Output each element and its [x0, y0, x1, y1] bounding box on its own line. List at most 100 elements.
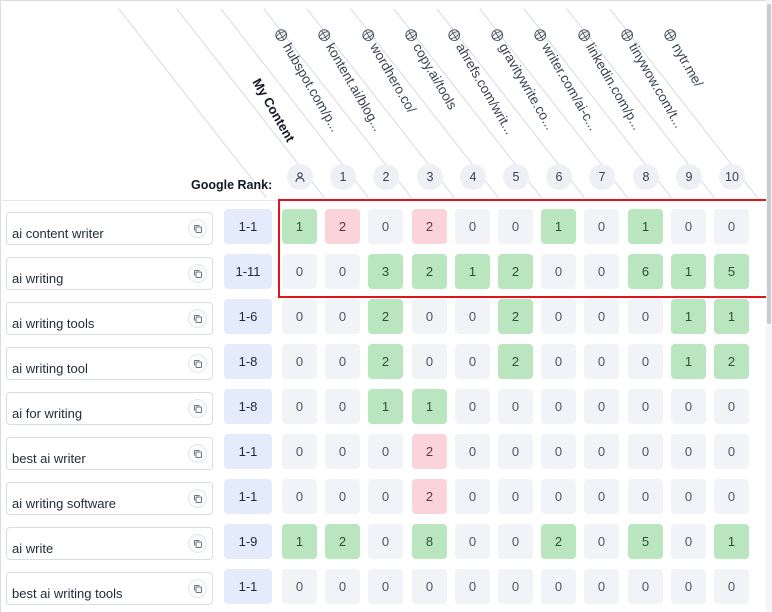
competitor-column-header[interactable]: hubspot.com/p... [272, 26, 343, 134]
competitor-count-cell[interactable]: 0 [498, 524, 533, 559]
my-content-count-cell[interactable]: 1 [282, 209, 317, 244]
competitor-column-header[interactable]: linkedin.com/p... [575, 26, 645, 132]
vertical-scrollbar[interactable] [766, 0, 772, 612]
competitor-count-cell[interactable]: 1 [714, 524, 749, 559]
my-content-rank-range[interactable]: 1-1 [224, 569, 272, 604]
competitor-count-cell[interactable]: 0 [541, 569, 576, 604]
competitor-count-cell[interactable]: 1 [714, 299, 749, 334]
competitor-count-cell[interactable]: 0 [455, 569, 490, 604]
competitor-count-cell[interactable]: 0 [325, 569, 360, 604]
competitor-count-cell[interactable]: 0 [368, 479, 403, 514]
scrollbar-thumb[interactable] [767, 4, 771, 324]
competitor-count-cell[interactable]: 0 [671, 479, 706, 514]
competitor-count-cell[interactable]: 2 [498, 254, 533, 289]
competitor-count-cell[interactable]: 0 [671, 209, 706, 244]
competitor-column-header[interactable]: gravitywrite.co... [488, 26, 558, 132]
competitor-count-cell[interactable]: 0 [412, 299, 447, 334]
competitor-count-cell[interactable]: 0 [412, 569, 447, 604]
keyword-field[interactable]: ai writing [6, 257, 213, 290]
competitor-count-cell[interactable]: 0 [498, 209, 533, 244]
competitor-count-cell[interactable]: 0 [455, 524, 490, 559]
competitor-count-cell[interactable]: 0 [671, 389, 706, 424]
competitor-count-cell[interactable]: 2 [412, 434, 447, 469]
my-content-count-cell[interactable]: 0 [282, 344, 317, 379]
competitor-count-cell[interactable]: 1 [455, 254, 490, 289]
competitor-count-cell[interactable]: 0 [498, 434, 533, 469]
competitor-count-cell[interactable]: 0 [714, 434, 749, 469]
keyword-field[interactable]: ai writing software [6, 482, 213, 515]
my-content-rank-range[interactable]: 1-1 [224, 209, 272, 244]
copy-icon[interactable] [188, 444, 207, 463]
competitor-column-header[interactable]: ahrefs.com/writ... [445, 26, 517, 137]
competitor-count-cell[interactable]: 0 [584, 209, 619, 244]
competitor-count-cell[interactable]: 0 [714, 479, 749, 514]
competitor-count-cell[interactable]: 0 [455, 344, 490, 379]
my-content-count-cell[interactable]: 0 [282, 389, 317, 424]
competitor-count-cell[interactable]: 5 [628, 524, 663, 559]
copy-icon[interactable] [188, 399, 207, 418]
competitor-count-cell[interactable]: 2 [368, 299, 403, 334]
competitor-count-cell[interactable]: 2 [412, 254, 447, 289]
competitor-count-cell[interactable]: 0 [368, 569, 403, 604]
competitor-count-cell[interactable]: 2 [325, 209, 360, 244]
competitor-column-header[interactable]: tinywow.com/t... [618, 26, 687, 130]
competitor-count-cell[interactable]: 2 [325, 524, 360, 559]
competitor-count-cell[interactable]: 6 [628, 254, 663, 289]
competitor-count-cell[interactable]: 0 [498, 569, 533, 604]
my-content-rank-range[interactable]: 1-11 [224, 254, 272, 289]
competitor-count-cell[interactable]: 0 [368, 434, 403, 469]
competitor-count-cell[interactable]: 1 [541, 209, 576, 244]
competitor-count-cell[interactable]: 0 [368, 524, 403, 559]
competitor-count-cell[interactable]: 1 [671, 254, 706, 289]
competitor-count-cell[interactable]: 1 [671, 344, 706, 379]
competitor-count-cell[interactable]: 0 [455, 434, 490, 469]
competitor-count-cell[interactable]: 5 [714, 254, 749, 289]
competitor-count-cell[interactable]: 0 [325, 344, 360, 379]
competitor-count-cell[interactable]: 0 [455, 209, 490, 244]
competitor-count-cell[interactable]: 0 [541, 389, 576, 424]
competitor-count-cell[interactable]: 0 [628, 479, 663, 514]
copy-icon[interactable] [188, 534, 207, 553]
copy-icon[interactable] [188, 579, 207, 598]
competitor-count-cell[interactable]: 1 [412, 389, 447, 424]
competitor-count-cell[interactable]: 0 [671, 434, 706, 469]
competitor-count-cell[interactable]: 0 [671, 524, 706, 559]
competitor-count-cell[interactable]: 0 [584, 254, 619, 289]
my-content-count-cell[interactable]: 0 [282, 434, 317, 469]
competitor-count-cell[interactable]: 0 [628, 434, 663, 469]
my-content-count-cell[interactable]: 1 [282, 524, 317, 559]
competitor-column-header[interactable]: kontent.ai/blog... [315, 26, 386, 134]
competitor-count-cell[interactable]: 2 [498, 299, 533, 334]
competitor-count-cell[interactable]: 0 [498, 479, 533, 514]
competitor-count-cell[interactable]: 0 [541, 254, 576, 289]
competitor-count-cell[interactable]: 0 [671, 569, 706, 604]
competitor-column-header[interactable]: nytr.me/ [661, 26, 706, 90]
my-content-rank-range[interactable]: 1-1 [224, 479, 272, 514]
competitor-count-cell[interactable]: 0 [714, 389, 749, 424]
competitor-column-header[interactable]: copy.ai/tools [402, 26, 460, 112]
competitor-count-cell[interactable]: 3 [368, 254, 403, 289]
competitor-count-cell[interactable]: 0 [325, 434, 360, 469]
my-content-count-cell[interactable]: 0 [282, 569, 317, 604]
my-content-rank-range[interactable]: 1-9 [224, 524, 272, 559]
competitor-count-cell[interactable]: 0 [325, 254, 360, 289]
competitor-count-cell[interactable]: 0 [714, 569, 749, 604]
keyword-field[interactable]: ai writing tools [6, 302, 213, 335]
competitor-count-cell[interactable]: 2 [498, 344, 533, 379]
keyword-field[interactable]: ai for writing [6, 392, 213, 425]
competitor-count-cell[interactable]: 8 [412, 524, 447, 559]
competitor-count-cell[interactable]: 0 [412, 344, 447, 379]
my-content-rank-range[interactable]: 1-8 [224, 344, 272, 379]
competitor-count-cell[interactable]: 0 [714, 209, 749, 244]
competitor-count-cell[interactable]: 0 [628, 569, 663, 604]
my-content-rank-range[interactable]: 1-8 [224, 389, 272, 424]
keyword-field[interactable]: best ai writing tools [6, 572, 213, 605]
copy-icon[interactable] [188, 354, 207, 373]
competitor-count-cell[interactable]: 2 [541, 524, 576, 559]
competitor-count-cell[interactable]: 2 [412, 479, 447, 514]
competitor-count-cell[interactable]: 0 [584, 569, 619, 604]
competitor-count-cell[interactable]: 0 [541, 344, 576, 379]
competitor-column-header[interactable]: wordhero.co/ [359, 26, 419, 116]
competitor-count-cell[interactable]: 2 [714, 344, 749, 379]
copy-icon[interactable] [188, 264, 207, 283]
